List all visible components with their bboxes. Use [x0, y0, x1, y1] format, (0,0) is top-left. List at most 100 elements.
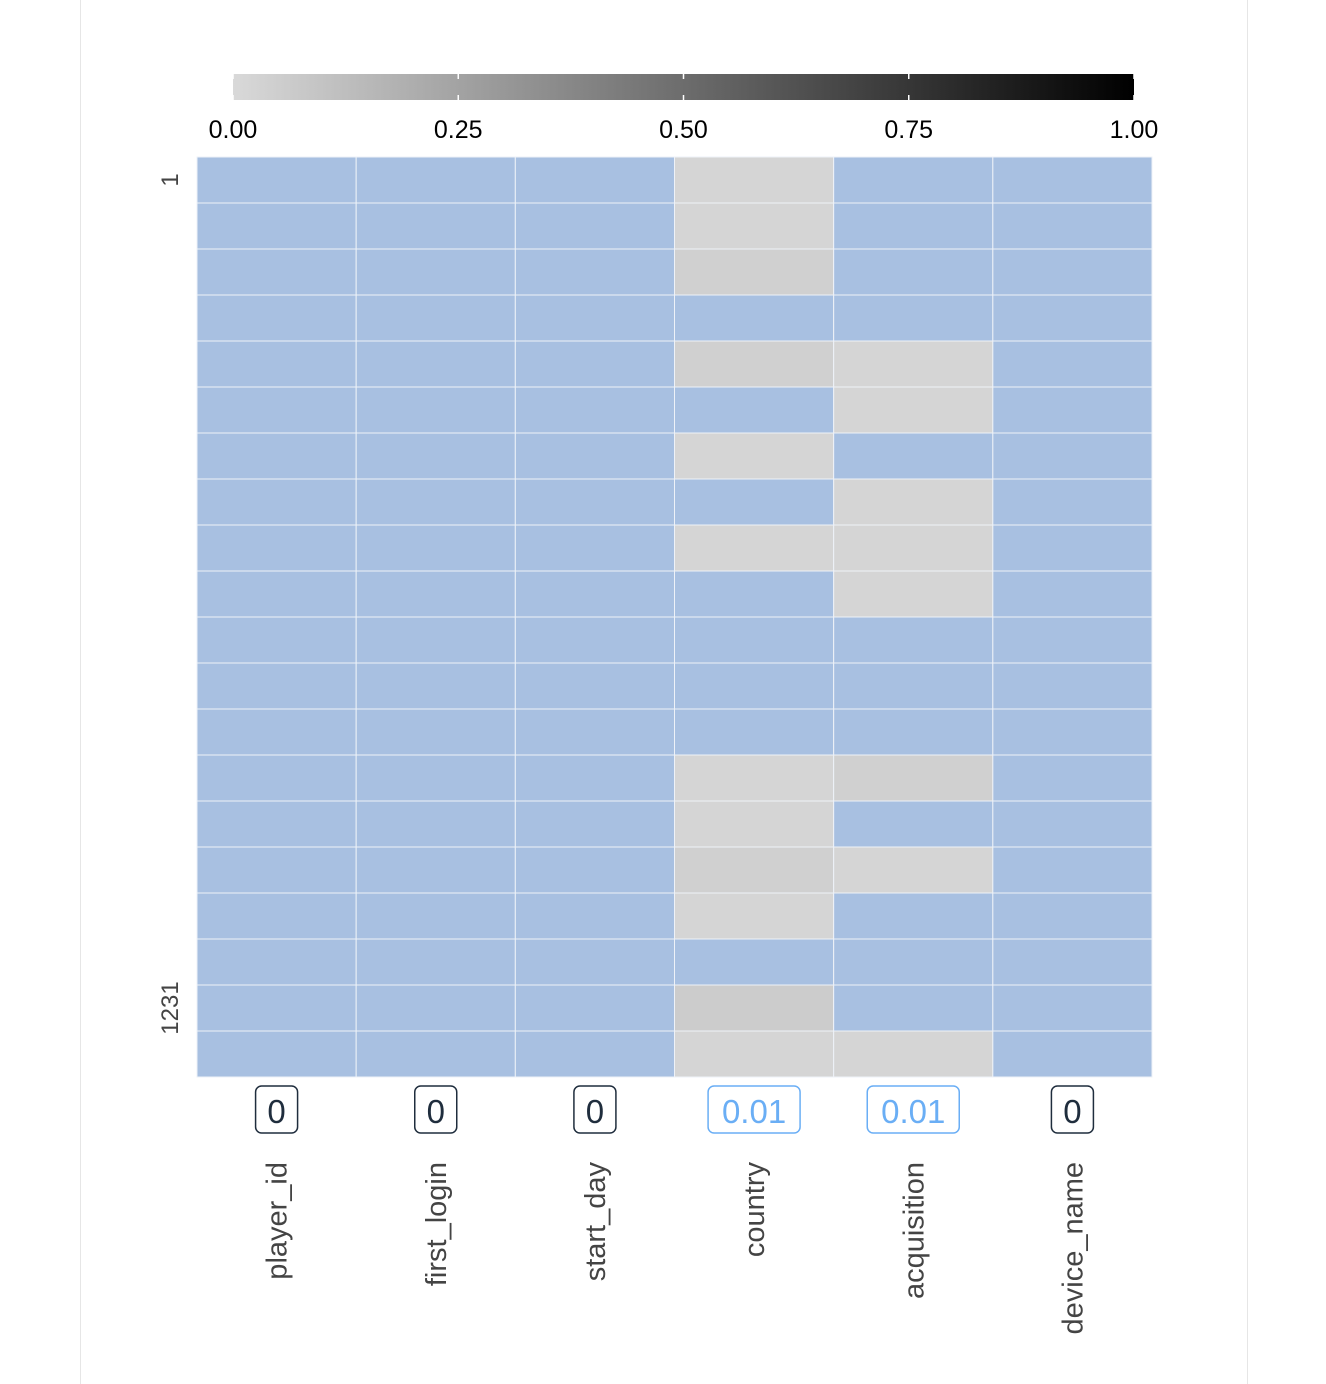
present-cell — [196, 984, 357, 1032]
present-cell — [355, 248, 516, 296]
present-cell — [992, 570, 1153, 618]
present-cell — [355, 800, 516, 848]
present-cell — [514, 340, 675, 388]
present-cell — [514, 524, 675, 572]
present-cell — [514, 432, 675, 480]
colorbar-tick-label: 0.00 — [209, 116, 258, 144]
present-cell — [514, 662, 675, 710]
missing-fraction-label: 0 — [427, 1093, 445, 1130]
present-cell — [514, 800, 675, 848]
present-cell — [355, 478, 516, 526]
present-cell — [514, 478, 675, 526]
missing-cell — [674, 248, 835, 296]
missing-cell — [674, 524, 835, 572]
missing-cell — [674, 202, 835, 250]
present-cell — [992, 294, 1153, 342]
present-cell — [833, 432, 994, 480]
missing-cell — [674, 754, 835, 802]
present-cell — [992, 616, 1153, 664]
present-cell — [833, 800, 994, 848]
present-cell — [992, 156, 1153, 204]
present-cell — [833, 156, 994, 204]
row-label: 1231 — [157, 981, 184, 1034]
column-label-start-day: start_day — [580, 1162, 612, 1282]
present-cell — [196, 846, 357, 894]
colorbar-tick-label: 0.75 — [884, 116, 933, 144]
present-cell — [833, 662, 994, 710]
missing-cell — [674, 432, 835, 480]
present-cell — [355, 754, 516, 802]
missing-fraction-badge — [414, 1085, 458, 1134]
present-cell — [992, 202, 1153, 250]
present-cell — [833, 294, 994, 342]
present-cell — [196, 248, 357, 296]
present-cell — [992, 846, 1153, 894]
present-cell — [514, 248, 675, 296]
present-cell — [833, 202, 994, 250]
column-label-player-id: player_id — [262, 1162, 294, 1280]
present-cell — [833, 616, 994, 664]
present-cell — [514, 892, 675, 940]
missing-cell — [674, 892, 835, 940]
present-cell — [992, 386, 1153, 434]
present-cell — [355, 708, 516, 756]
present-cell — [196, 1030, 357, 1078]
present-cell — [992, 524, 1153, 572]
present-cell — [196, 708, 357, 756]
present-cell — [674, 616, 835, 664]
missing-cell — [833, 386, 994, 434]
present-cell — [355, 984, 516, 1032]
missing-fraction-badge — [866, 1085, 960, 1134]
missing-cell — [833, 846, 994, 894]
present-cell — [514, 938, 675, 986]
present-cell — [196, 294, 357, 342]
present-cell — [514, 754, 675, 802]
missing-fraction-badge — [573, 1085, 617, 1134]
present-cell — [196, 340, 357, 388]
present-cell — [196, 386, 357, 434]
present-cell — [992, 892, 1153, 940]
missing-cell — [674, 156, 835, 204]
colorbar-tick-label: 0.50 — [659, 116, 708, 144]
missing-fraction-label: 0 — [1063, 1093, 1081, 1130]
missing-fraction-label: 0.01 — [722, 1093, 786, 1130]
missing-fraction-badge — [1050, 1085, 1095, 1134]
missing-fraction-label: 0 — [267, 1093, 285, 1130]
missing-cell — [674, 1030, 835, 1078]
missing-cell — [833, 754, 994, 802]
present-cell — [992, 248, 1153, 296]
present-cell — [355, 156, 516, 204]
present-cell — [992, 938, 1153, 986]
present-cell — [674, 294, 835, 342]
present-cell — [514, 386, 675, 434]
present-cell — [514, 616, 675, 664]
present-cell — [196, 662, 357, 710]
present-cell — [196, 524, 357, 572]
missing-cell — [674, 846, 835, 894]
missing-cell — [833, 1030, 994, 1078]
missing-cell — [833, 340, 994, 388]
present-cell — [355, 432, 516, 480]
present-cell — [196, 202, 357, 250]
present-cell — [355, 524, 516, 572]
column-label-first-login: first_login — [421, 1162, 453, 1286]
left-frame-line — [80, 0, 81, 1384]
present-cell — [196, 156, 357, 204]
row-label: 1 — [157, 173, 184, 186]
present-cell — [833, 248, 994, 296]
column-label-acquisition: acquisition — [898, 1162, 930, 1299]
missing-cell — [674, 984, 835, 1032]
colorbar-tick-label: 1.00 — [1110, 116, 1159, 144]
present-cell — [674, 478, 835, 526]
present-cell — [514, 984, 675, 1032]
present-cell — [355, 662, 516, 710]
present-cell — [992, 432, 1153, 480]
present-cell — [674, 386, 835, 434]
right-frame-line — [1247, 0, 1248, 1384]
present-cell — [992, 662, 1153, 710]
present-cell — [833, 938, 994, 986]
present-cell — [355, 892, 516, 940]
present-cell — [355, 1030, 516, 1078]
present-cell — [833, 892, 994, 940]
